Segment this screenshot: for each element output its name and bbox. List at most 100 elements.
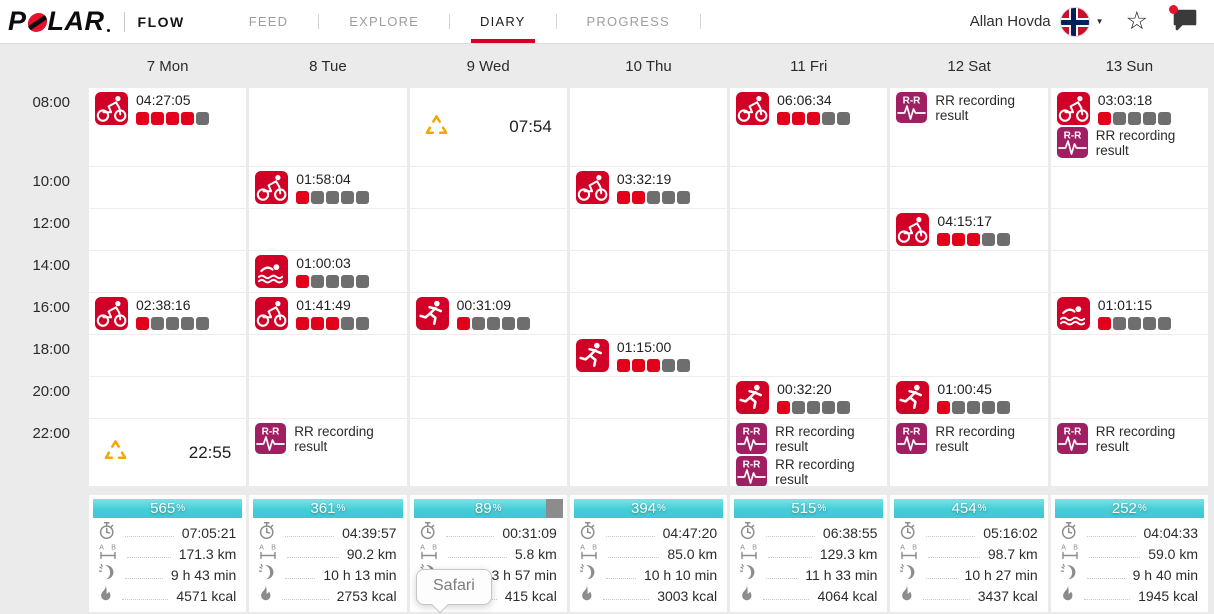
rr-recording-entry[interactable]: R-R RR recording result [255, 423, 400, 454]
feedback-square [631, 191, 645, 204]
tab-diary[interactable]: DIARY [450, 0, 556, 43]
training-session-entry[interactable]: 00:31:09 [415, 297, 561, 330]
cycling-icon [95, 92, 128, 125]
product-name: FLOW [137, 13, 185, 30]
feedback-square [792, 112, 806, 125]
distance-icon: A B [739, 543, 759, 565]
summary-stat-row: 10 h 13 min [253, 563, 402, 585]
training-session-entry[interactable]: 04:15:17 [896, 213, 1041, 246]
rr-recording-entry[interactable]: R-R RR recording result [1056, 423, 1202, 454]
load-percent: 515 [791, 500, 817, 517]
feedback-squares [136, 112, 209, 125]
event-entry[interactable]: 22:55 [95, 423, 240, 482]
training-session-entry[interactable]: 03:32:19 [575, 171, 721, 204]
feedback-square [1157, 112, 1171, 125]
calories-icon [899, 584, 914, 607]
dotted-leader [602, 598, 650, 600]
svg-text:B: B [1073, 544, 1078, 551]
training-session-entry[interactable]: 00:32:20 [736, 381, 881, 414]
rr-recording-entry[interactable]: R-R RR recording result [736, 456, 881, 486]
dotted-leader [285, 535, 335, 537]
calendar-cell [730, 335, 888, 377]
rr-recording-entry[interactable]: R-R RR recording result [896, 92, 1041, 123]
star-icon[interactable]: ☆ [1125, 7, 1148, 35]
stat-value: 5.8 km [514, 545, 557, 562]
day-summary-card: 515% 06:38:55 A B 129.3 km 11 h 33 min 4… [730, 495, 888, 612]
feedback-square [1097, 317, 1111, 330]
avatar[interactable] [1059, 6, 1090, 37]
feedback-square [311, 275, 325, 288]
training-load-bar: 89% [413, 499, 563, 518]
session-duration: 03:32:19 [616, 171, 672, 187]
training-session-entry[interactable]: 01:15:00 [575, 339, 721, 372]
feedback-square [1157, 317, 1171, 330]
summary-stat-row: 04:04:33 [1055, 521, 1204, 543]
feedback-squares [296, 317, 370, 330]
rr-recording-entry[interactable]: R-R RR recording result [896, 423, 1041, 454]
stat-value: 07:05:21 [181, 524, 237, 541]
diary-week-grid: 7 Mon 8 Tue 9 Wed 10 Thu 11 Fri 12 Sat 13 Sun 0… [0, 44, 1214, 612]
stat-value: 06:38:55 [822, 524, 878, 541]
swimming-icon [255, 255, 289, 288]
training-session-entry[interactable]: 01:00:45 [896, 381, 1041, 414]
svg-text:B: B [592, 544, 597, 551]
training-session-entry[interactable]: 01:01:15 [1056, 297, 1202, 330]
feedback-squares [937, 233, 1011, 246]
summary-stat-row: 06:38:55 [734, 521, 883, 543]
tab-explore[interactable]: EXPLORE [349, 14, 420, 29]
safari-tooltip: Safari [416, 569, 492, 605]
stat-value: 415 kcal [504, 587, 557, 604]
summary-stat-row: A B 98.7 km [894, 543, 1043, 564]
chat-icon[interactable] [1169, 4, 1198, 36]
training-session-entry[interactable]: 06:06:34 [736, 92, 881, 125]
polar-logo[interactable]: P LAR [8, 6, 110, 37]
stat-value: 05:16:02 [983, 524, 1038, 541]
calendar-cell: 07:54 [409, 88, 567, 167]
session-duration: 00:32:20 [777, 381, 832, 397]
calendar-cell [409, 419, 567, 487]
svg-text:B: B [111, 544, 116, 551]
dotted-leader [125, 535, 174, 537]
event-entry[interactable]: 07:54 [416, 92, 561, 162]
dotted-leader [127, 556, 171, 558]
training-session-entry[interactable]: 01:41:49 [255, 297, 400, 330]
summary-stat-row: 9 h 43 min [93, 563, 242, 585]
load-percent: 252 [1111, 500, 1137, 517]
tab-feed[interactable]: FEED [248, 14, 289, 29]
feedback-square [516, 317, 530, 330]
dotted-leader [763, 598, 810, 600]
feedback-square [1142, 112, 1156, 125]
rr-recording-entry[interactable]: R-R RR recording result [1056, 127, 1202, 158]
calendar-cell: R-R RR recording result [249, 419, 407, 487]
calendar-cell: 01:58:04 [249, 167, 407, 209]
training-session-entry[interactable]: 01:58:04 [255, 171, 400, 204]
dotted-leader [1086, 535, 1136, 537]
summary-stat-row: 4064 kcal [734, 585, 883, 606]
feedback-square [151, 112, 164, 125]
polar-logo-o [26, 13, 48, 32]
user-name[interactable]: Allan Hovda [969, 13, 1051, 30]
svg-text:A: A [580, 544, 585, 551]
feedback-square [661, 359, 675, 372]
bar-fill [734, 499, 884, 518]
calendar-cell: 00:31:09 [409, 293, 567, 335]
session-duration: 02:38:16 [136, 297, 191, 313]
caret-down-icon[interactable]: ▼ [1095, 17, 1104, 26]
training-session-entry[interactable]: 01:00:03 [255, 255, 400, 288]
svg-text:R-R: R-R [1063, 427, 1082, 438]
feedback-square [311, 317, 325, 330]
stat-value: 11 h 33 min [805, 566, 878, 583]
stopwatch-icon [899, 521, 917, 545]
stat-value: 04:39:57 [342, 524, 397, 541]
training-load-bar: 565% [93, 499, 243, 518]
calendar-cell [89, 209, 247, 251]
rr-recording-entry[interactable]: R-R RR recording result [736, 423, 881, 454]
stat-value: 2753 kcal [336, 587, 397, 604]
dotted-leader [926, 577, 957, 579]
training-session-entry[interactable]: 02:38:16 [95, 297, 240, 330]
training-session-entry[interactable]: 04:27:05 [95, 92, 240, 125]
tab-progress[interactable]: PROGRESS [586, 14, 670, 29]
training-session-entry[interactable]: 03:03:18 [1056, 92, 1202, 125]
time-gutter-label: 14:00 [32, 257, 70, 274]
feedback-square [1112, 112, 1126, 125]
